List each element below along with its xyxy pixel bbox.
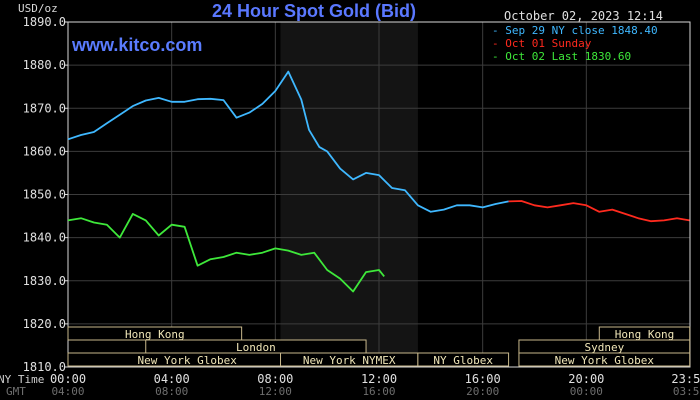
x-tick-label-ny: 20:00 [568, 372, 604, 386]
price-lines [67, 70, 690, 293]
market-session-label: New York Globex [555, 354, 655, 367]
kitco-watermark: www.kitco.com [71, 35, 202, 55]
x-tick-label-gmt: 08:00 [155, 385, 188, 398]
x-tick-label-gmt: 03:59 [673, 385, 700, 398]
series-line [508, 200, 690, 223]
y-tick-label: 1850.0 [23, 188, 66, 202]
series-line [67, 212, 385, 293]
y-tick-label: 1810.0 [23, 360, 66, 374]
timestamp: October 02, 2023 12:14 [504, 9, 663, 23]
x-tick-label-ny: 12:00 [361, 372, 397, 386]
x-axis-label-gmt: GMT [6, 385, 26, 398]
y-tick-label: 1870.0 [23, 101, 66, 115]
grid-lines [68, 21, 690, 368]
x-tick-label-gmt: 16:00 [362, 385, 395, 398]
market-session-label: New York Globex [138, 354, 238, 367]
market-session-label: Sydney [584, 341, 624, 354]
market-session-label: Hong Kong [125, 328, 185, 341]
market-session-label: New York NYMEX [303, 354, 396, 367]
legend: - Sep 29 NY close 1848.40- Oct 01 Sunday… [492, 24, 658, 63]
x-tick-label-ny: 00:00 [50, 372, 86, 386]
x-tick-label-gmt: 12:00 [259, 385, 292, 398]
series-line [67, 70, 509, 213]
y-tick-label: 1840.0 [23, 231, 66, 245]
y-axis-label: USD/oz [18, 2, 58, 15]
x-axis-ticks: 00:0004:0004:0008:0008:0012:0012:0016:00… [50, 372, 700, 398]
x-tick-label-gmt: 20:00 [466, 385, 499, 398]
y-tick-label: 1860.0 [23, 144, 66, 158]
legend-entry: - Oct 01 Sunday [492, 37, 592, 50]
y-axis-ticks: 1890.0 1880.0 1870.0 1860.0 1850.0 1840.0 1830… [23, 15, 68, 374]
x-tick-label-ny: 16:00 [465, 372, 501, 386]
y-tick-label: 1890.0 [23, 15, 66, 29]
y-tick-label: 1880.0 [23, 58, 66, 72]
market-session-label: NY Globex [433, 354, 493, 367]
x-axis-label-ny: NY Time [0, 373, 44, 386]
x-tick-label-ny: 08:00 [257, 372, 293, 386]
market-session-label: London [236, 341, 276, 354]
x-tick-label-ny: 04:00 [154, 372, 190, 386]
chart-title: 24 Hour Spot Gold (Bid) [212, 1, 416, 21]
x-tick-label-ny: 23:59 [671, 372, 700, 386]
x-tick-label-gmt: 00:00 [570, 385, 603, 398]
y-tick-label: 1830.0 [23, 274, 66, 288]
market-session-label: Hong Kong [615, 328, 675, 341]
y-tick-label: 1820.0 [23, 317, 66, 331]
legend-entry: - Oct 02 Last 1830.60 [492, 50, 631, 63]
market-session-box [417, 352, 510, 367]
legend-entry: - Sep 29 NY close 1848.40 [492, 24, 658, 37]
market-session-box [518, 352, 691, 367]
x-tick-label-gmt: 04:00 [51, 385, 84, 398]
